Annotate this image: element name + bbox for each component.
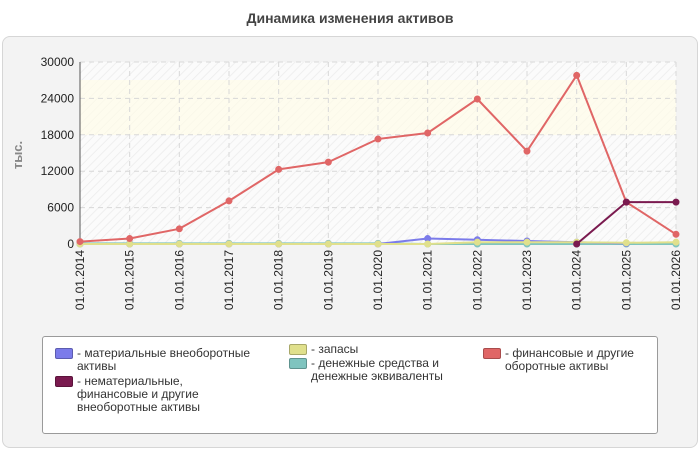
x-tick-label: 01.01.2023 xyxy=(520,250,534,310)
data-point xyxy=(672,230,680,238)
data-point xyxy=(374,135,382,143)
y-tick-label: 18000 xyxy=(41,128,75,142)
data-point xyxy=(424,129,432,137)
data-point xyxy=(672,238,680,246)
x-tick-label: 01.01.2014 xyxy=(73,250,87,310)
x-tick-label: 01.01.2022 xyxy=(470,250,484,310)
legend-label-line: - запасы xyxy=(311,342,359,356)
plot-area: 0 6000 12000 18000 24000 30000 01.01.2014 01.01… xyxy=(10,55,683,310)
data-point xyxy=(523,147,531,155)
legend-label: - нематериальные, финансовые и другие внео… xyxy=(77,375,200,414)
legend-label-line: - денежные средства и xyxy=(311,356,439,370)
data-point xyxy=(622,198,630,206)
x-tick-label: 01.01.2025 xyxy=(619,250,633,310)
legend-label: - финансовые и другие оборотные активы xyxy=(505,347,634,373)
data-point xyxy=(672,198,680,206)
data-point xyxy=(374,240,382,248)
x-tick-label: 01.01.2015 xyxy=(123,250,137,310)
x-tick-label: 01.01.2026 xyxy=(669,250,683,310)
data-point xyxy=(473,238,481,246)
legend-label-line: внеоборотные активы xyxy=(77,400,200,414)
legend-label-line: - финансовые и другие xyxy=(505,346,634,360)
legend-label-line: - нематериальные, xyxy=(77,374,183,388)
legend-label-line: оборотные активы xyxy=(505,359,609,373)
data-point xyxy=(126,235,134,243)
data-point xyxy=(225,197,233,205)
y-tick-label: 12000 xyxy=(41,164,75,178)
data-point xyxy=(225,240,233,248)
x-tick-label: 01.01.2019 xyxy=(321,250,335,310)
data-point xyxy=(424,240,432,248)
data-point xyxy=(175,240,183,248)
legend-label-line: денежные эквиваленты xyxy=(311,369,443,383)
data-point xyxy=(324,240,332,248)
legend-swatch xyxy=(289,358,307,369)
y-axis-label: тыс. xyxy=(10,141,25,169)
y-tick-label: 30000 xyxy=(41,55,75,69)
legend-label-line: - материальные внеоборотные xyxy=(77,346,250,360)
data-point xyxy=(523,238,531,246)
x-tick-label: 01.01.2024 xyxy=(570,250,584,310)
data-point xyxy=(175,225,183,233)
data-point xyxy=(324,158,332,166)
legend-swatch xyxy=(289,344,307,355)
x-tick-label: 01.01.2017 xyxy=(222,250,236,310)
data-point xyxy=(275,165,283,173)
legend-label: - материальные внеоборотные активы xyxy=(77,347,250,373)
x-tick-label: 01.01.2021 xyxy=(421,250,435,310)
legend-label: - денежные средства и денежные эквивалент… xyxy=(311,357,443,383)
x-tick-label: 01.01.2016 xyxy=(172,250,186,310)
legend-swatch xyxy=(483,348,501,359)
data-point xyxy=(473,95,481,103)
data-point xyxy=(573,240,581,248)
legend: - материальные внеоборотные активы - немат… xyxy=(42,336,658,434)
x-tick-label: 01.01.2020 xyxy=(371,250,385,310)
y-tick-label: 0 xyxy=(67,237,74,251)
legend-swatch xyxy=(55,348,73,359)
legend-swatch xyxy=(55,376,73,387)
data-point xyxy=(275,240,283,248)
y-tick-label: 24000 xyxy=(41,91,75,105)
data-point xyxy=(622,239,630,247)
data-point xyxy=(573,71,581,79)
legend-label-line: финансовые и другие xyxy=(77,387,199,401)
chart-title: Динамика изменения активов xyxy=(246,10,454,26)
legend-label-line: активы xyxy=(77,359,117,373)
data-point xyxy=(76,238,84,246)
x-tick-label: 01.01.2018 xyxy=(272,250,286,310)
y-tick-label: 6000 xyxy=(47,201,74,215)
legend-label: - запасы xyxy=(311,343,358,356)
